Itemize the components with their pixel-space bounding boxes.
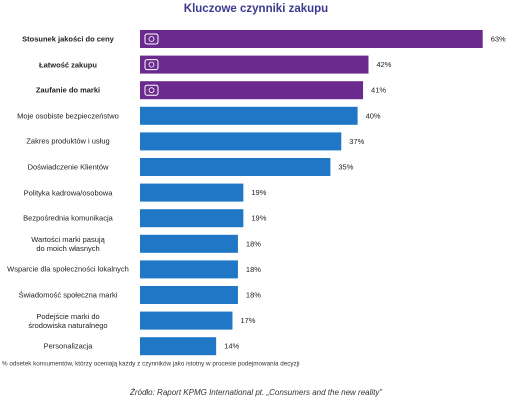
value-label: 42% [376, 60, 391, 69]
icon [144, 84, 159, 96]
value-label: 40% [366, 111, 381, 120]
value-label: 18% [246, 290, 261, 299]
category-label: Personalizacja [43, 341, 93, 351]
bar [140, 55, 369, 74]
category-label: Wsparcie dla społeczności lokalnych [7, 264, 129, 274]
category-label: Świadomość społeczna marki [18, 290, 118, 300]
chart-title: Kluczowe czynniki zakupu [184, 3, 328, 15]
bar [140, 311, 233, 330]
bar [140, 81, 364, 100]
value-label: 35% [338, 162, 353, 171]
footnote: % odsetek konsumentów, którzy oceniają k… [2, 361, 300, 368]
category-label: Zakres produktów i usług [26, 136, 110, 146]
icon [148, 87, 155, 94]
icon [144, 33, 159, 45]
source: Źródło: Raport KPMG International pt. „C… [129, 388, 382, 397]
bar [140, 30, 483, 48]
bar [140, 337, 217, 356]
bar [140, 234, 238, 253]
category-label: Zaufanie do marki [35, 85, 101, 95]
value-label: 18% [246, 239, 261, 248]
bar [140, 286, 238, 304]
value-label: 63% [491, 34, 506, 43]
icon [148, 61, 155, 68]
category-label: Stosunek jakości do ceny [22, 34, 114, 44]
category-label: Bezpośrednia komunikacja [23, 213, 113, 223]
category-label: Wartości marki pasują do moich własnych [31, 234, 105, 253]
category-label: Łatwość zakupu [39, 60, 97, 70]
value-label: 19% [251, 188, 266, 197]
bar [140, 209, 244, 228]
bar [140, 183, 244, 202]
category-label: Doświadczenie Klientów [27, 162, 109, 172]
bar [140, 260, 238, 279]
value-label: 17% [240, 316, 255, 325]
value-label: 19% [251, 214, 266, 223]
bar [140, 132, 342, 151]
category-label: Polityka kadrowa/osobowa [23, 188, 113, 198]
bar [140, 106, 358, 125]
value-label: 18% [246, 265, 261, 274]
value-label: 14% [224, 342, 239, 351]
bar [140, 158, 331, 176]
icon [148, 36, 155, 42]
value-label: 37% [349, 137, 364, 146]
value-label: 41% [371, 86, 386, 95]
category-label: Moje osobiste bezpieczeństwo [17, 111, 119, 121]
category-label: Podejście marki do środowiska naturalneg… [28, 311, 108, 330]
icon [144, 59, 159, 71]
